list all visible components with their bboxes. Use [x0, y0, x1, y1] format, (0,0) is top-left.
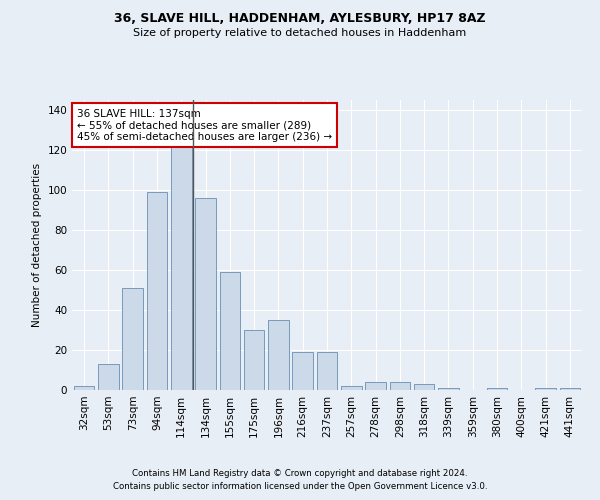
Bar: [365, 382, 386, 390]
Text: 36, SLAVE HILL, HADDENHAM, AYLESBURY, HP17 8AZ: 36, SLAVE HILL, HADDENHAM, AYLESBURY, HP…: [114, 12, 486, 26]
Bar: [341, 386, 362, 390]
Bar: [268, 320, 289, 390]
Bar: [195, 198, 216, 390]
Bar: [74, 386, 94, 390]
Bar: [389, 382, 410, 390]
Bar: [438, 388, 459, 390]
Bar: [535, 388, 556, 390]
Bar: [317, 352, 337, 390]
Bar: [292, 352, 313, 390]
Bar: [220, 272, 240, 390]
Text: Contains HM Land Registry data © Crown copyright and database right 2024.: Contains HM Land Registry data © Crown c…: [132, 468, 468, 477]
Bar: [560, 388, 580, 390]
Text: 36 SLAVE HILL: 137sqm
← 55% of detached houses are smaller (289)
45% of semi-det: 36 SLAVE HILL: 137sqm ← 55% of detached …: [77, 108, 332, 142]
Bar: [98, 364, 119, 390]
Bar: [171, 130, 191, 390]
Bar: [122, 288, 143, 390]
Bar: [487, 388, 508, 390]
Bar: [244, 330, 265, 390]
Bar: [414, 384, 434, 390]
Bar: [146, 192, 167, 390]
Y-axis label: Number of detached properties: Number of detached properties: [32, 163, 42, 327]
Text: Size of property relative to detached houses in Haddenham: Size of property relative to detached ho…: [133, 28, 467, 38]
Text: Contains public sector information licensed under the Open Government Licence v3: Contains public sector information licen…: [113, 482, 487, 491]
